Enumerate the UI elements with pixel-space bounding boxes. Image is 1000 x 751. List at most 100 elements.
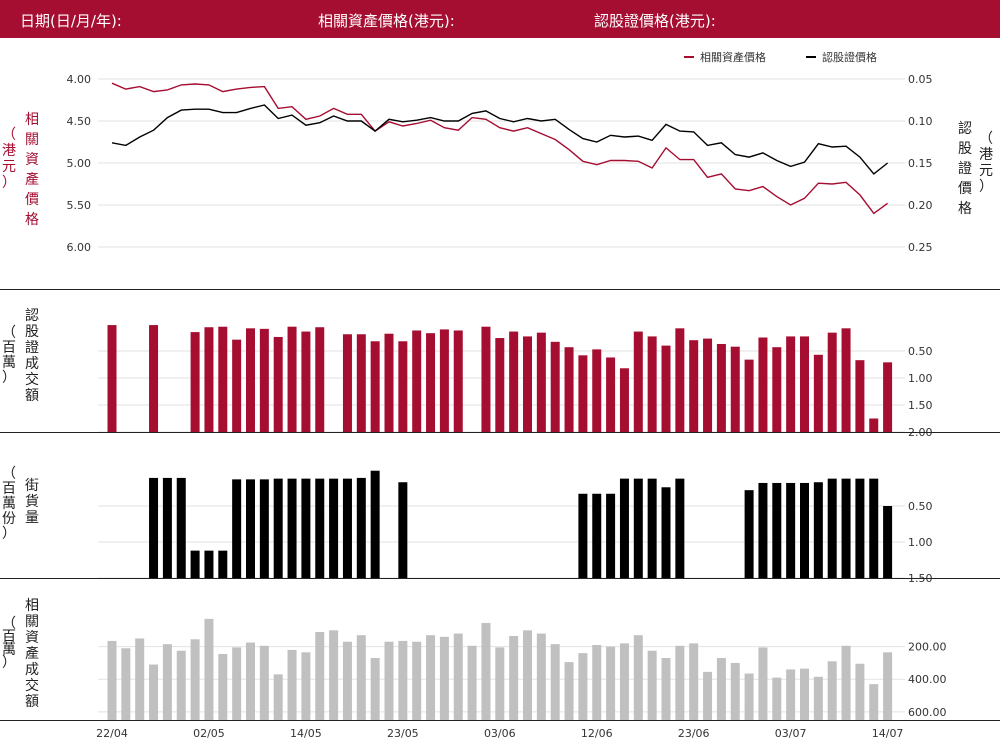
underlying-turnover-bar [342,641,352,720]
warrant-turnover-bar [606,357,616,432]
warrant-turnover-bar [523,336,532,432]
warrant-turnover-bar [869,418,879,432]
outstanding-bar [149,477,159,578]
left-axis-title: 相關資產價格 [25,112,39,228]
outstanding-bar [661,487,671,578]
warrant-turnover-bar [384,333,394,432]
x-tick-label: 23/06 [678,727,710,740]
warrant-turnover-bar [592,349,602,432]
underlying-turnover-bar [356,635,366,720]
outstanding-bar [827,478,837,578]
underlying-turnover-bar [536,633,546,720]
underlying-turnover-bar [606,646,616,720]
underlying-turnover-bar [287,649,297,720]
underlying-turnover-bar [273,674,283,720]
warrant-turnover-bar [550,341,560,432]
underlying-turnover-bar [176,650,186,720]
underlying-turnover-bar [509,636,519,720]
outstanding-bar [204,550,214,578]
underlying-turnover-bar [384,641,394,720]
warrant-turnover-bar [689,340,699,432]
underlying-turnover-bar [204,618,214,720]
warrant-turnover-tick-label: 1.50 [908,399,933,412]
outstanding-bar [259,479,269,578]
left-tick-label: 5.00 [67,157,92,170]
warrant-turnover-bar [800,336,809,432]
warrant-turnover-bar [619,368,629,432]
underlying-turnover-bar [772,677,782,720]
underlying-turnover-bar [827,661,837,720]
underlying-turnover-bar [107,640,117,720]
warrant-turnover-bar [246,328,255,432]
warrant-turnover-bar [439,329,449,432]
underlying-turnover-bar [633,635,643,720]
warrant-turnover-bar [107,325,117,432]
underlying-turnover-bar [800,668,809,720]
outstanding-bar [370,470,380,578]
underlying-turnover-tick-label: 200.00 [908,641,947,654]
outstanding-bar [647,478,657,578]
underlying-turnover-bar [647,650,657,720]
underlying-turnover-axis-unit: （百萬） [2,616,16,671]
outstanding-bar [356,477,366,578]
outstanding-bar [619,478,629,578]
x-tick-label: 22/04 [96,727,128,740]
right-axis-unit: （港元） [979,131,993,195]
underlying-turnover-bar [716,658,726,720]
outstanding-bar [758,482,768,578]
underlying-turnover-bar [162,644,172,720]
outstanding-bar [190,550,200,578]
right-tick-label: 0.20 [908,199,933,212]
warrant-turnover-bar [273,336,283,432]
warrant-turnover-bar [301,331,311,432]
x-tick-label: 03/06 [484,727,516,740]
underlying-turnover-bar [301,652,311,720]
date-label: 日期(日/月/年): [20,12,122,30]
outstanding-bar [800,482,809,578]
warrant-turnover-tick-label: 0.50 [908,345,933,358]
outstanding-bar [883,506,893,578]
underlying-turnover-bar [370,658,380,720]
underlying-turnover-bar [426,635,436,720]
x-tick-label: 03/07 [775,727,807,740]
outstanding-bar [176,477,186,578]
outstanding-bar [218,550,228,578]
warrant-turnover-bar [855,360,865,432]
legend-label-warrant: 認股證價格 [822,50,877,64]
left-tick-label: 4.00 [67,73,92,86]
underlying-turnover-bar [218,653,228,720]
warrant-turnover-bar [259,328,269,432]
warrant-turnover-bar [190,332,200,432]
warrant-turnover-bar [716,343,726,432]
underlying-turnover-bar [315,631,325,720]
warrant-turnover-bar [758,337,768,432]
underlying-turnover-bar [495,647,505,720]
outstanding-tick-label: 1.00 [908,536,933,549]
underlying-turnover-bar [841,645,851,720]
x-tick-label: 14/07 [872,727,904,740]
right-tick-label: 0.10 [908,115,933,128]
underlying-turnover-bar [467,645,477,720]
x-tick-label: 23/05 [387,727,419,740]
warrant-turnover-bar [149,325,159,432]
underlying-turnover-bar [675,645,685,720]
underlying-turnover-bar [592,644,602,720]
underlying-turnover-bar [619,643,629,720]
underlying-turnover-bar [135,638,145,720]
underlying-turnover-bar [703,671,713,720]
outstanding-bar [786,482,796,578]
underlying-turnover-bar [758,647,768,720]
warrant-turnover-tick-label: 1.00 [908,372,933,385]
underlying-turnover-bar [453,633,463,720]
underlying-turnover-bar [412,641,422,720]
warrant-turnover-bar [730,346,740,432]
underlying-turnover-bar [246,642,255,720]
outstanding-bar [606,493,616,578]
underlying-turnover-bar [689,643,699,720]
underlying-turnover-bar [744,673,754,720]
warrant-turnover-bar [813,354,823,432]
warrant-turnover-bar [398,341,408,432]
warrant-turnover-bar [827,332,837,432]
warrant-turnover-bar [204,327,214,432]
